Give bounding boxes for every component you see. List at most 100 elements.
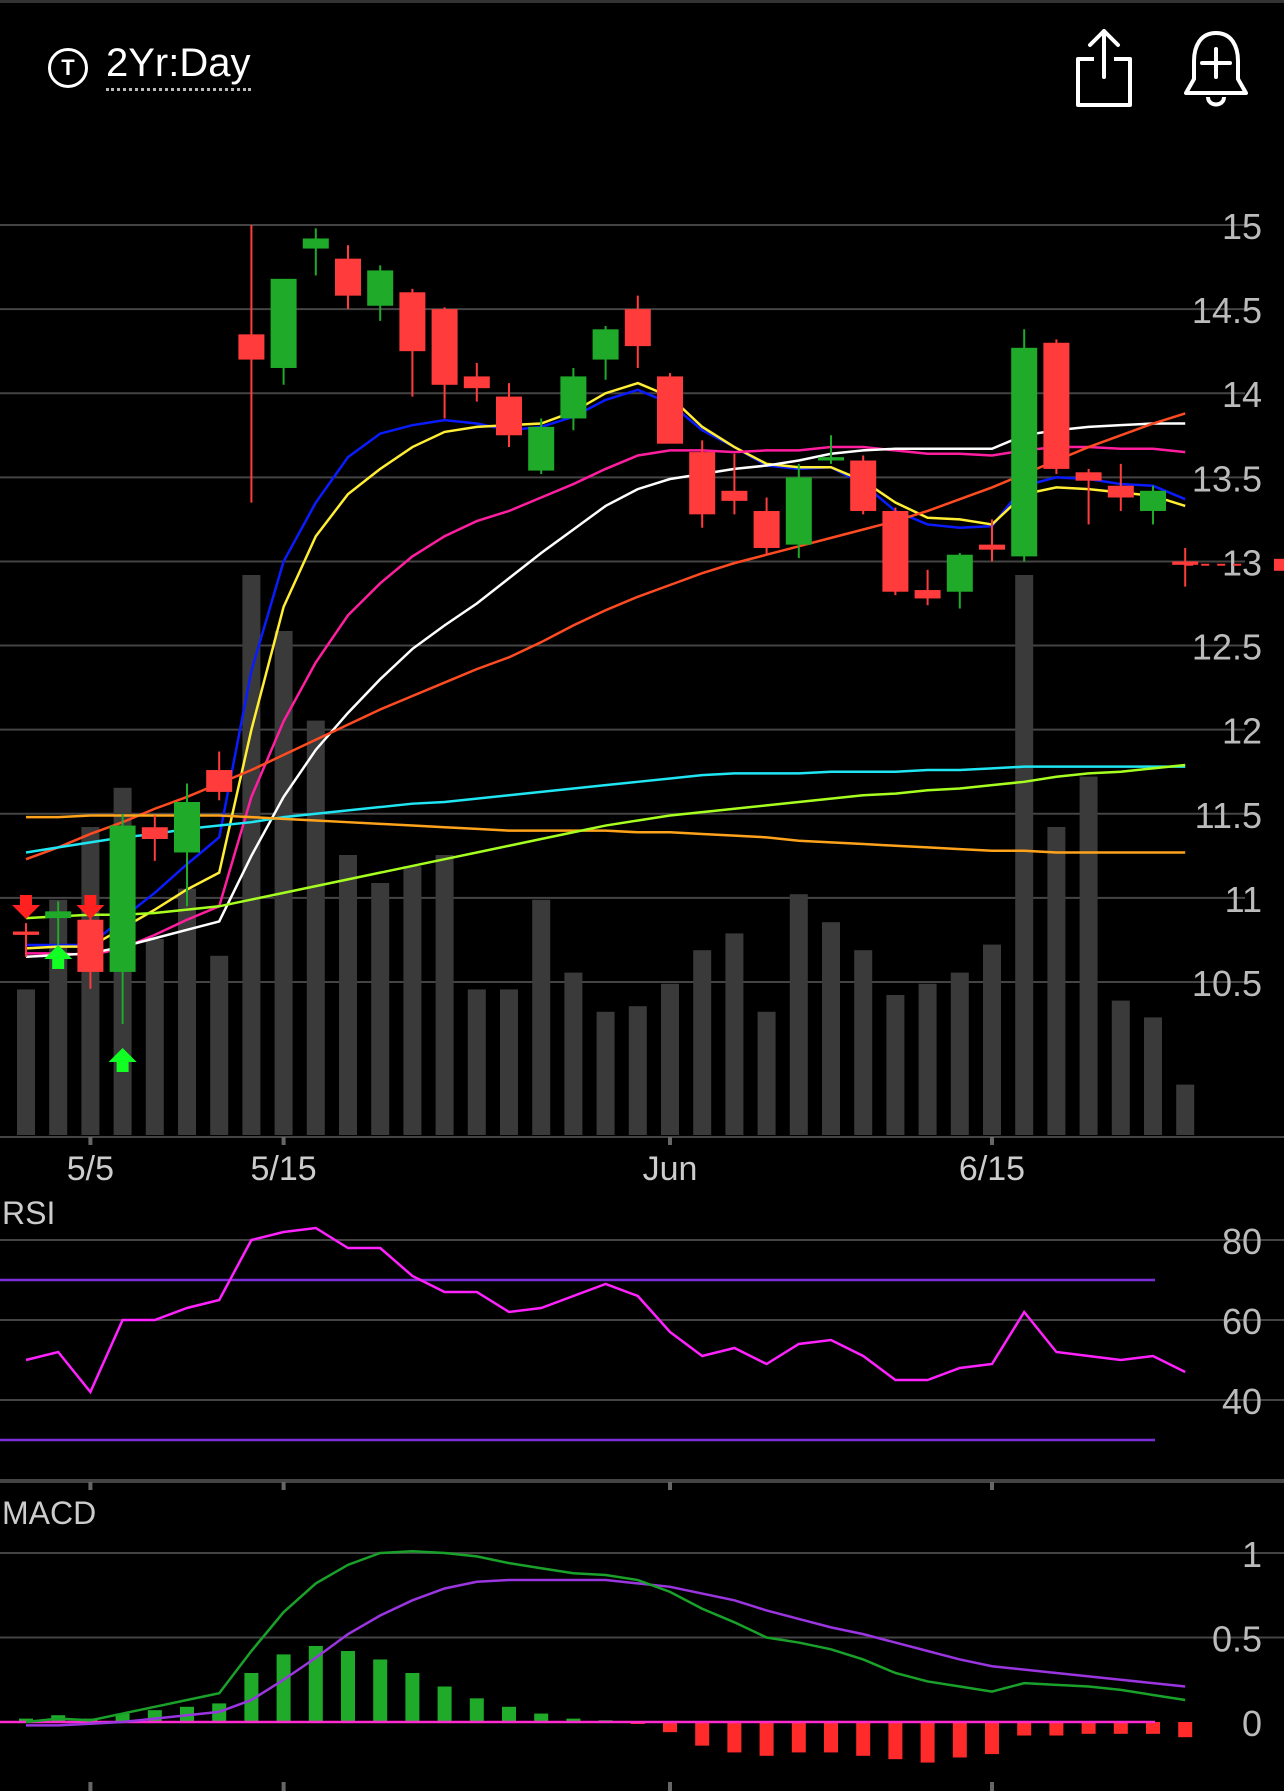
- last-price-marker: [1274, 558, 1284, 571]
- macd-histogram-bar: [920, 1722, 935, 1763]
- candle-body: [77, 919, 104, 972]
- macd-histogram-bar: [985, 1722, 999, 1755]
- macd-histogram-bar: [308, 1645, 323, 1722]
- candle-body: [1140, 490, 1166, 511]
- moving-average-line: [26, 814, 1186, 854]
- volume-bar: [274, 631, 293, 1135]
- macd-histogram-bar: [824, 1722, 838, 1753]
- candle-body: [174, 802, 200, 853]
- macd-histogram-bar: [759, 1722, 774, 1756]
- price-axis-tick-label: 13: [1222, 542, 1262, 583]
- rsi-axis-tick-label: 60: [1222, 1301, 1262, 1342]
- macd-signal-line: [26, 1578, 1186, 1727]
- candle-body: [592, 329, 619, 360]
- candle-body: [238, 334, 265, 360]
- candle-body: [753, 510, 780, 548]
- candle-body: [850, 460, 877, 511]
- candle-body: [367, 270, 394, 306]
- price-panel: 15 14.5 14 13.5 13 12.5 12 11.5 11 10.5 5/5 5/15 Jun…: [0, 206, 1284, 1188]
- volume-bar: [789, 894, 808, 1135]
- volume-bar: [532, 899, 551, 1135]
- macd-histogram-bar: [341, 1651, 355, 1722]
- volume-bar: [1047, 827, 1066, 1135]
- candle-body: [946, 554, 973, 592]
- moving-average-line: [25, 765, 1186, 854]
- candle-body: [302, 238, 329, 249]
- price-axis-tick-label: 15: [1222, 206, 1262, 247]
- candle-body: [785, 477, 812, 545]
- volume-bar: [725, 933, 744, 1135]
- date-axis-tick-label: Jun: [643, 1150, 698, 1188]
- add-alert-bell-icon[interactable]: [1180, 27, 1252, 111]
- macd-histogram-bar: [502, 1706, 516, 1722]
- volume-bar: [145, 939, 164, 1135]
- rsi-axis-tick-label: 80: [1222, 1221, 1262, 1262]
- price-axis-tick-label: 14.5: [1192, 290, 1262, 331]
- share-icon[interactable]: [1072, 27, 1136, 111]
- macd-histogram-bar: [276, 1654, 291, 1722]
- chart-toolbar: T 2Yr:Day: [0, 0, 1284, 133]
- price-axis-tick-label: 12.5: [1192, 627, 1262, 668]
- price-axis-tick-label: 11: [1225, 879, 1262, 920]
- macd-histogram-bar: [1081, 1722, 1096, 1734]
- volume-bar: [371, 883, 390, 1135]
- date-axis-tick-label: 6/15: [959, 1150, 1025, 1188]
- macd-histogram-bar: [1049, 1722, 1064, 1736]
- volume-bar: [983, 944, 1001, 1135]
- candle-body: [13, 931, 39, 935]
- candle-body: [979, 544, 1005, 550]
- volume-bar: [822, 922, 840, 1135]
- volume-bar: [1144, 1017, 1162, 1135]
- price-axis-tick-label: 10.5: [1192, 963, 1262, 1004]
- macd-histogram-bar: [695, 1722, 710, 1746]
- candle-body: [45, 911, 72, 919]
- buy-signal-arrow: [44, 945, 73, 969]
- candle-body: [431, 309, 458, 385]
- candle-body: [141, 827, 168, 840]
- macd-histogram-bar: [1146, 1722, 1160, 1734]
- macd-histogram-bar: [115, 1713, 130, 1722]
- volume-bar: [854, 950, 873, 1135]
- candle-body: [721, 490, 748, 501]
- volume-bar: [467, 989, 486, 1135]
- timeframe-icon[interactable]: T: [48, 48, 88, 88]
- candle-body: [882, 510, 909, 592]
- macd-histogram-bar: [19, 1718, 33, 1722]
- macd-line: [25, 1550, 1186, 1724]
- date-axis-tick-label: 5/5: [67, 1150, 114, 1188]
- timeframe-selector[interactable]: 2Yr:Day: [106, 41, 251, 91]
- candle-body: [1011, 347, 1038, 557]
- volume-bar: [661, 983, 679, 1135]
- candle-body: [109, 825, 136, 972]
- volume-bar: [628, 1006, 647, 1135]
- macd-axis-tick-label: 1: [1242, 1534, 1262, 1575]
- volume-bar: [1176, 1084, 1195, 1135]
- sell-signal-arrow: [76, 895, 105, 919]
- candle-body: [463, 376, 490, 389]
- volume-bar: [1079, 776, 1098, 1135]
- rsi-title: RSI: [2, 1195, 55, 1231]
- price-axis-tick-label: 14: [1222, 374, 1262, 415]
- candle-body: [818, 457, 844, 461]
- macd-histogram-bar: [727, 1722, 742, 1753]
- candle-body: [399, 292, 426, 352]
- macd-histogram-bar: [534, 1713, 549, 1722]
- moving-average-line: [25, 422, 1186, 959]
- volume-bar: [435, 855, 454, 1135]
- candle-body: [689, 452, 716, 515]
- candle-body: [624, 309, 651, 347]
- volume-bar: [886, 995, 905, 1135]
- macd-histogram-bar: [1178, 1722, 1193, 1738]
- macd-histogram-bar: [405, 1672, 420, 1722]
- macd-axis-tick-label: 0: [1242, 1703, 1262, 1744]
- volume-bar: [17, 989, 35, 1135]
- candle-body: [1043, 342, 1070, 469]
- date-axis-tick-label: 5/15: [251, 1150, 317, 1188]
- price-axis-tick-label: 13.5: [1192, 458, 1262, 499]
- macd-title: MACD: [2, 1495, 96, 1531]
- candle-body: [206, 770, 233, 792]
- volume-bar: [403, 866, 422, 1135]
- volume-bar: [306, 720, 325, 1135]
- candle-body: [914, 590, 941, 599]
